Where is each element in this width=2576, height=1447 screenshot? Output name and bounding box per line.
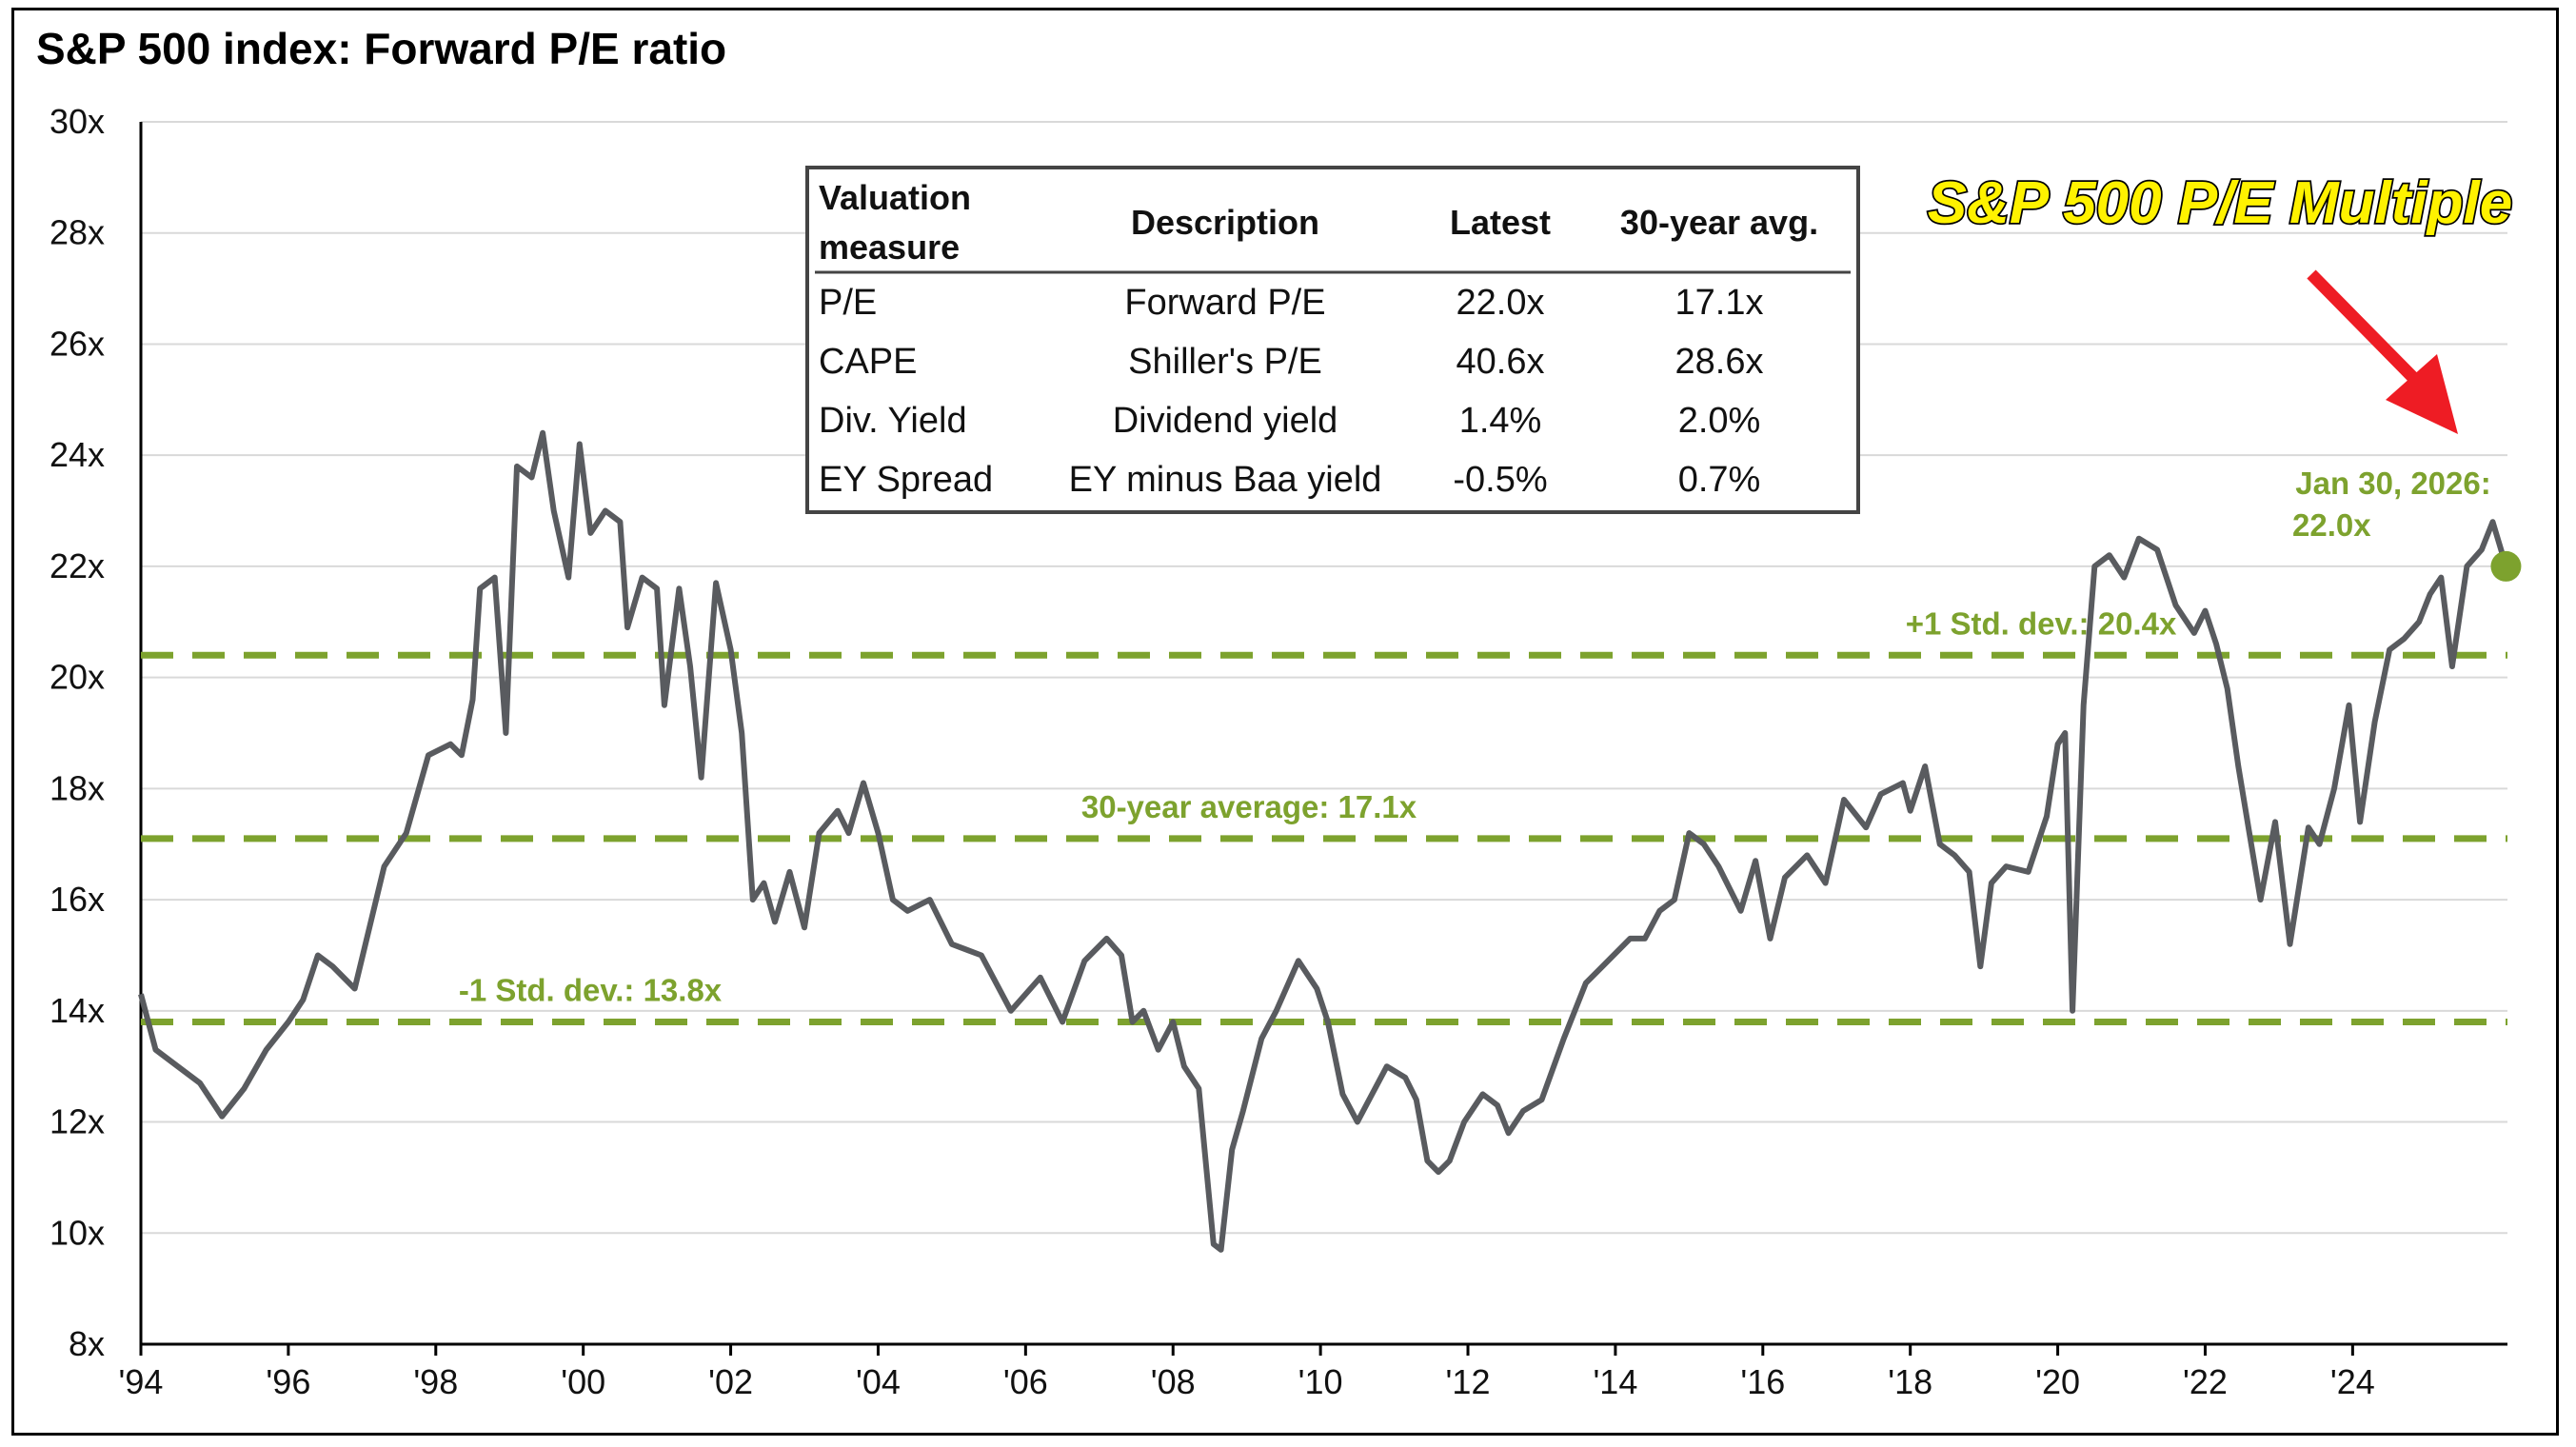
table-cell-description: Dividend yield — [1113, 401, 1338, 441]
x-tick-label: '12 — [1446, 1362, 1491, 1401]
table-cell-measure: P/E — [819, 283, 877, 323]
x-tick-label: '22 — [2183, 1362, 2228, 1401]
table-cell-measure: EY Spread — [819, 460, 993, 500]
table-cell-latest: -0.5% — [1453, 460, 1547, 500]
y-tick-label: 22x — [50, 546, 105, 585]
y-tick-label: 24x — [50, 435, 105, 474]
table-cell-measure: Div. Yield — [819, 401, 967, 441]
y-tick-label: 10x — [50, 1213, 105, 1252]
x-tick-label: '06 — [1003, 1362, 1048, 1401]
latest-point-marker — [2490, 550, 2522, 582]
y-tick-label: 14x — [50, 991, 105, 1030]
callout-arrow-shaft — [2307, 269, 2434, 399]
callout-title: S&P 500 P/E Multiple — [1928, 170, 2512, 236]
x-tick-label: '18 — [1888, 1362, 1932, 1401]
x-tick-label: '24 — [2330, 1362, 2375, 1401]
table-cell-description: Forward P/E — [1124, 283, 1325, 323]
y-tick-label: 12x — [50, 1102, 105, 1141]
table-cell-measure: CAPE — [819, 342, 917, 382]
y-tick-label: 28x — [50, 213, 105, 252]
table-cell-latest: 40.6x — [1456, 342, 1545, 382]
table-cell-avg: 2.0% — [1678, 401, 1761, 441]
table-cell-latest: 22.0x — [1456, 283, 1545, 323]
y-tick-label: 30x — [50, 102, 105, 141]
x-tick-label: '94 — [119, 1362, 164, 1401]
y-tick-label: 18x — [50, 768, 105, 807]
table-border — [805, 166, 1860, 514]
table-header-measure-line1: Valuation — [819, 178, 971, 217]
y-tick-label: 26x — [50, 324, 105, 363]
y-tick-label: 16x — [50, 880, 105, 919]
latest-point-label-line1: Jan 30, 2026: — [2295, 466, 2490, 501]
x-tick-label: '16 — [1740, 1362, 1785, 1401]
x-tick-label: '10 — [1298, 1362, 1343, 1401]
x-tick-label: '14 — [1593, 1362, 1637, 1401]
y-axis-ticks: 8x 10x 12x 14x 16x 18x 20x 22x 24x 26x 28x 30x — [50, 102, 105, 1363]
series-line-forward-pe — [138, 429, 2509, 1253]
latest-point-label-line2: 22.0x — [2292, 507, 2371, 543]
x-tick-label: '04 — [856, 1362, 901, 1401]
table-cell-avg: 28.6x — [1675, 342, 1764, 382]
table-cell-description: EY minus Baa yield — [1069, 460, 1382, 500]
table-header-avg: 30-year avg. — [1620, 203, 1818, 242]
x-tick-label: '96 — [266, 1362, 310, 1401]
x-tick-label: '00 — [561, 1362, 605, 1401]
reference-line-label: -1 Std. dev.: 13.8x — [459, 972, 723, 1007]
table-header-measure-line2: measure — [819, 228, 960, 267]
valuation-table: Valuation measure Description Latest 30-… — [805, 166, 1860, 514]
x-tick-label: '20 — [2035, 1362, 2080, 1401]
chart-frame — [11, 8, 2559, 1436]
reference-line-label: 30-year average: 17.1x — [1081, 789, 1417, 824]
table-cell-latest: 1.4% — [1459, 401, 1542, 441]
callout-arrow-head — [2386, 354, 2458, 434]
table-header-latest: Latest — [1450, 203, 1551, 242]
reference-lines: +1 Std. dev.: 20.4x 30-year average: 17.1… — [141, 605, 2507, 1025]
table-header-description: Description — [1131, 203, 1319, 242]
x-tick-label: '02 — [708, 1362, 753, 1401]
x-axis-ticks: '94 '96 '98 '00 '02 '04 '06 '08 '10 '12 '14 '16 '18 '… — [119, 1344, 2375, 1401]
chart-title: S&P 500 index: Forward P/E ratio — [36, 24, 727, 73]
y-tick-label: 20x — [50, 658, 105, 697]
reference-line-label: +1 Std. dev.: 20.4x — [1906, 605, 2177, 641]
table-cell-avg: 17.1x — [1675, 283, 1764, 323]
table-cell-avg: 0.7% — [1678, 460, 1761, 500]
x-tick-label: '08 — [1151, 1362, 1196, 1401]
table-cell-description: Shiller's P/E — [1128, 342, 1322, 382]
x-tick-label: '98 — [413, 1362, 458, 1401]
y-tick-label: 8x — [69, 1324, 105, 1363]
